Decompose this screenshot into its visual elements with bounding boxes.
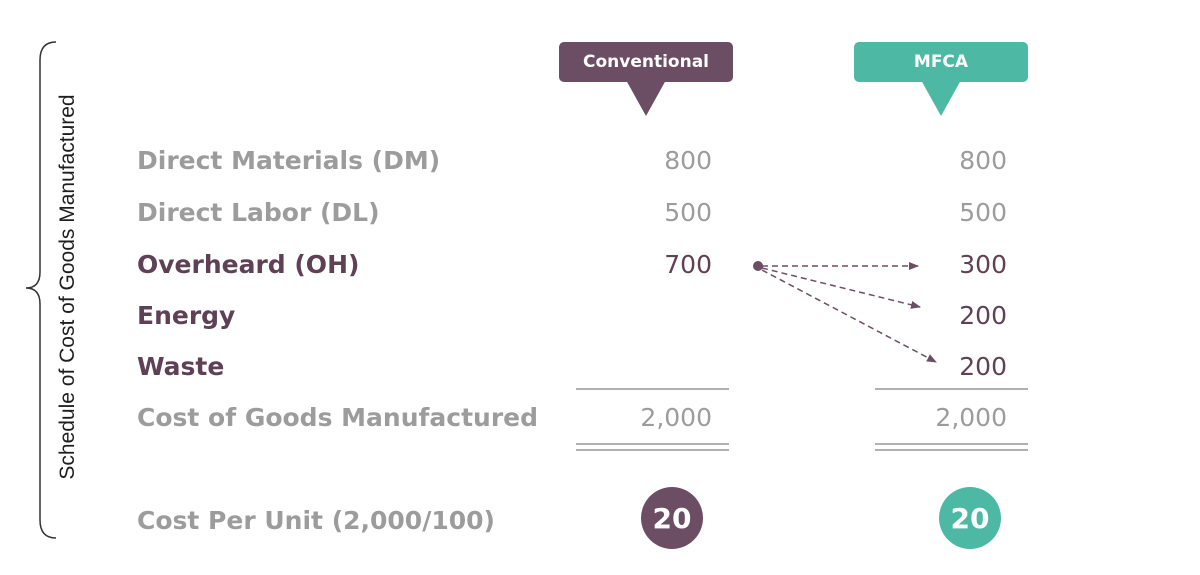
mfca-value-direct-materials: 800 xyxy=(959,146,1007,175)
schedule-label: Schedule of Cost of Goods Manufactured xyxy=(56,94,79,480)
row-label-total: Cost of Goods Manufactured xyxy=(137,403,539,432)
conventional-total-double-line-bottom xyxy=(576,449,729,451)
conventional-subtotal-line xyxy=(576,388,729,390)
conventional-cost-per-unit-badge: 20 xyxy=(641,487,703,549)
allocation-origin-dot xyxy=(753,261,763,271)
mfca-value-total: 2,000 xyxy=(935,403,1007,432)
conventional-value-direct-labor: 500 xyxy=(664,198,712,227)
conventional-value-overhead: 700 xyxy=(664,250,712,279)
mfca-total-double-line-top xyxy=(875,443,1028,445)
conventional-total-double-line-top xyxy=(576,443,729,445)
row-label-direct-materials: Direct Materials (DM) xyxy=(137,146,441,175)
row-label-energy: Energy xyxy=(137,301,236,330)
mfca-subtotal-line xyxy=(875,388,1028,390)
mfca-header: MFCA xyxy=(854,42,1028,82)
row-label-overhead: Overheard (OH) xyxy=(137,250,360,279)
row-label-waste: Waste xyxy=(137,352,225,381)
mfca-value-overhead: 300 xyxy=(959,250,1007,279)
arrow-to-waste xyxy=(761,269,937,363)
conventional-value-direct-materials: 800 xyxy=(664,146,712,175)
mfca-cost-per-unit-badge: 20 xyxy=(939,487,1001,549)
arrow-to-energy xyxy=(761,267,921,309)
row-label-direct-labor: Direct Labor (DL) xyxy=(137,198,380,227)
conventional-header: Conventional xyxy=(559,42,733,82)
mfca-total-double-line-bottom xyxy=(875,449,1028,451)
overhead-allocation-arrows xyxy=(753,261,937,363)
row-label-cost-per-unit: Cost Per Unit (2,000/100) xyxy=(137,506,495,535)
mfca-value-waste: 200 xyxy=(959,352,1007,381)
conventional-value-total: 2,000 xyxy=(640,403,712,432)
mfca-value-energy: 200 xyxy=(959,301,1007,330)
mfca-value-direct-labor: 500 xyxy=(959,198,1007,227)
schedule-brace xyxy=(25,41,57,539)
